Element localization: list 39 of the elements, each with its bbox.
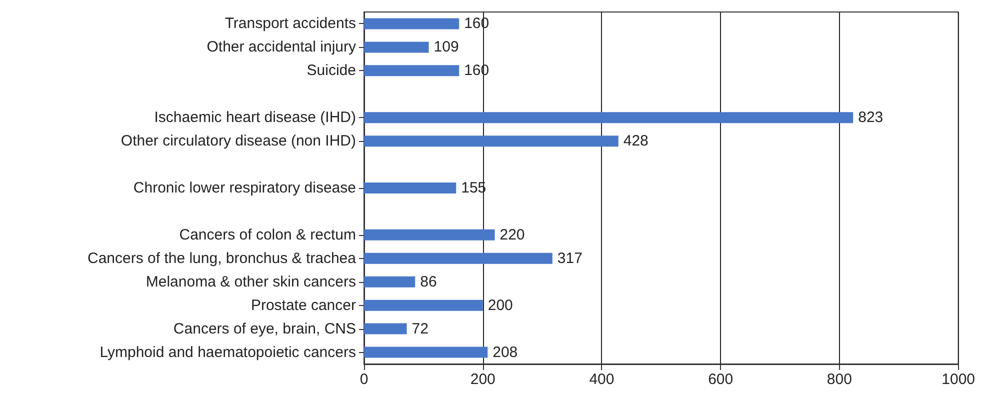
data-label: 86 [420, 273, 437, 290]
data-label: 428 [623, 132, 648, 150]
bar [364, 300, 483, 311]
y-tick-label: Melanoma & other skin cancers [146, 273, 356, 290]
data-label: 72 [412, 320, 428, 338]
y-tick-label: Prostate cancer [250, 296, 356, 314]
bar [364, 112, 854, 124]
bar [364, 229, 495, 240]
y-tick-label: Cancers of eye, brain, CNS [173, 320, 356, 338]
bar [364, 42, 429, 53]
bar [364, 252, 552, 264]
y-tick-label: Lymphoid and haematopoietic cancers [100, 344, 356, 361]
x-tick-label: 400 [589, 371, 614, 388]
y-tick-label: Other accidental injury [206, 38, 356, 56]
bar [364, 323, 407, 334]
data-label: 823 [858, 109, 884, 126]
x-tick-label: 1000 [942, 371, 976, 388]
y-tick-label: Ischaemic heart disease (IHD) [154, 109, 356, 126]
data-label: 317 [557, 250, 582, 267]
x-tick-label: 200 [470, 371, 496, 388]
bar [364, 276, 416, 288]
y-tick-label: Cancers of colon & rectum [179, 226, 356, 244]
x-tick-label: 0 [360, 371, 368, 388]
bar [364, 136, 618, 147]
x-tick-label: 600 [708, 371, 734, 388]
y-tick-label: Chronic lower respiratory disease [133, 180, 356, 196]
data-label: 220 [500, 226, 525, 244]
data-label: 109 [434, 38, 459, 56]
y-tick-label: Suicide [306, 62, 356, 80]
data-label: 208 [492, 344, 518, 361]
bar [364, 65, 460, 76]
x-tick-label: 800 [826, 371, 852, 388]
y-tick-label: Cancers of the lung, bronchus & trachea [88, 250, 357, 267]
y-tick-label: Transport accidents [224, 15, 356, 32]
bar [364, 182, 456, 194]
data-label: 200 [488, 296, 513, 314]
bar [364, 18, 460, 30]
y-tick-label: Other circulatory disease (non IHD) [120, 132, 356, 150]
bar [364, 346, 488, 358]
